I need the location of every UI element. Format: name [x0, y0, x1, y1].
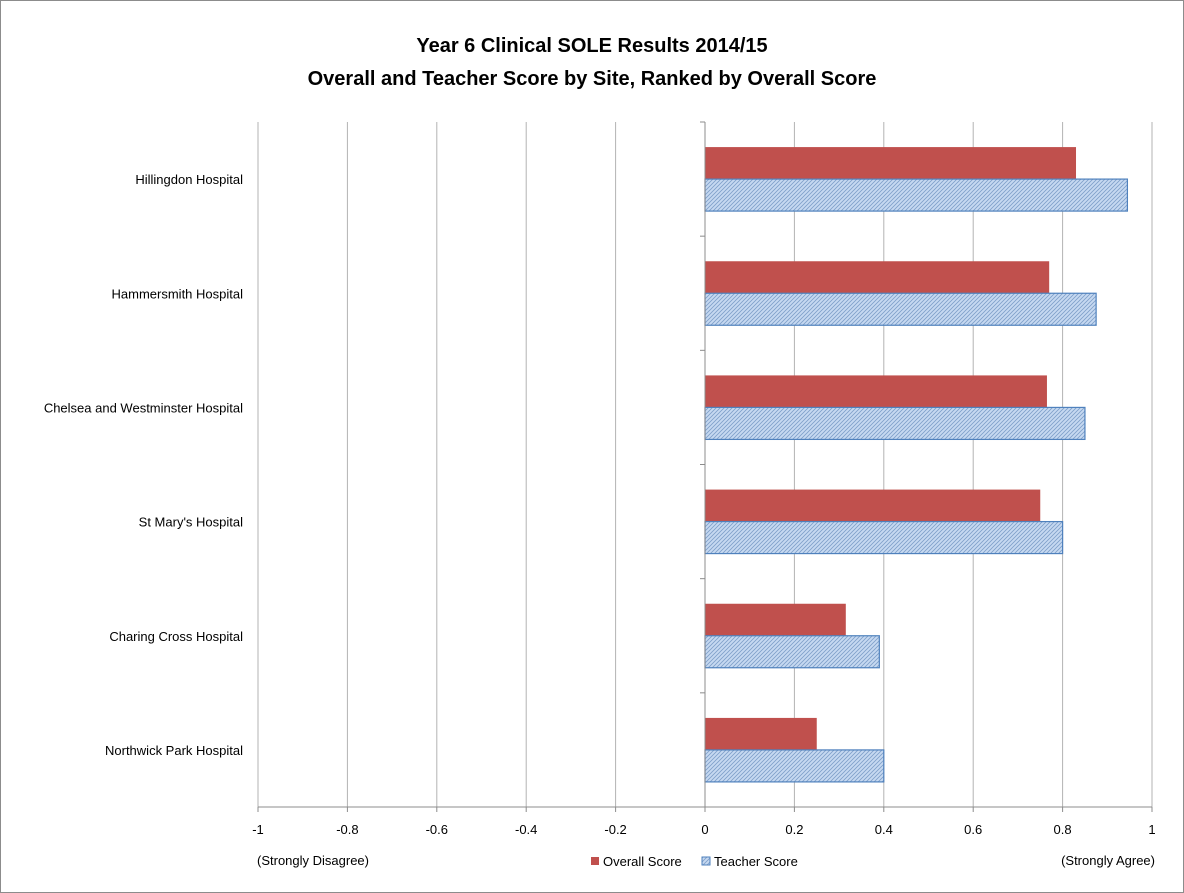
axis-left-note: (Strongly Disagree) — [257, 853, 369, 868]
category-label: Northwick Park Hospital — [105, 743, 243, 758]
category-label: Chelsea and Westminster Hospital — [44, 400, 243, 415]
bar-teacher-score — [704, 292, 1097, 326]
category-label: St Mary's Hospital — [139, 515, 243, 530]
axes — [257, 121, 1153, 812]
legend-label-teacher: Teacher Score — [714, 854, 798, 869]
x-tick-label: -0.4 — [515, 822, 537, 837]
bar-teacher-score — [704, 178, 1129, 212]
bar-overall-score — [705, 489, 1041, 522]
legend-label-overall: Overall Score — [603, 854, 682, 869]
x-tick-label: 0.8 — [1054, 822, 1072, 837]
legend: Overall Score Teacher Score — [591, 854, 798, 869]
x-tick-label: 0.6 — [964, 822, 982, 837]
category-labels: Hillingdon Hospital Hammersmith Hospital C… — [44, 172, 243, 758]
x-tick-label: -0.2 — [604, 822, 626, 837]
x-tick-label: -1 — [252, 822, 264, 837]
bar-teacher-score — [704, 520, 1064, 555]
bar-overall-score — [705, 717, 817, 750]
x-tick-label: 0.2 — [785, 822, 803, 837]
x-tick-labels: -1 -0.8 -0.6 -0.4 -0.2 0 0.2 0.4 0.6 0.8 1 — [252, 822, 1155, 837]
category-label: Hammersmith Hospital — [112, 286, 244, 301]
chart-subtitle: Overall and Teacher Score by Site, Ranke… — [308, 68, 877, 90]
x-tick-label: 0.4 — [875, 822, 893, 837]
category-label: Charing Cross Hospital — [109, 629, 243, 644]
bar-teacher-score — [704, 749, 885, 783]
bar-overall-score — [705, 375, 1047, 408]
bar-teacher-score — [704, 406, 1086, 441]
axis-right-note: (Strongly Agree) — [1061, 853, 1155, 868]
bars — [704, 147, 1129, 783]
bar-teacher-score — [704, 635, 880, 669]
bar-overall-score — [705, 147, 1077, 180]
chart-title: Year 6 Clinical SOLE Results 2014/15 — [416, 35, 767, 57]
category-label: Hillingdon Hospital — [135, 172, 243, 187]
x-tick-label: -0.6 — [426, 822, 448, 837]
bar-overall-score — [705, 261, 1050, 294]
gridlines — [257, 122, 1153, 807]
legend-swatch-overall — [591, 857, 599, 865]
x-tick-label: 1 — [1148, 822, 1155, 837]
x-tick-label: 0 — [701, 822, 708, 837]
x-tick-label: -0.8 — [336, 822, 358, 837]
bar-overall-score — [705, 603, 846, 636]
legend-swatch-teacher — [701, 856, 711, 866]
